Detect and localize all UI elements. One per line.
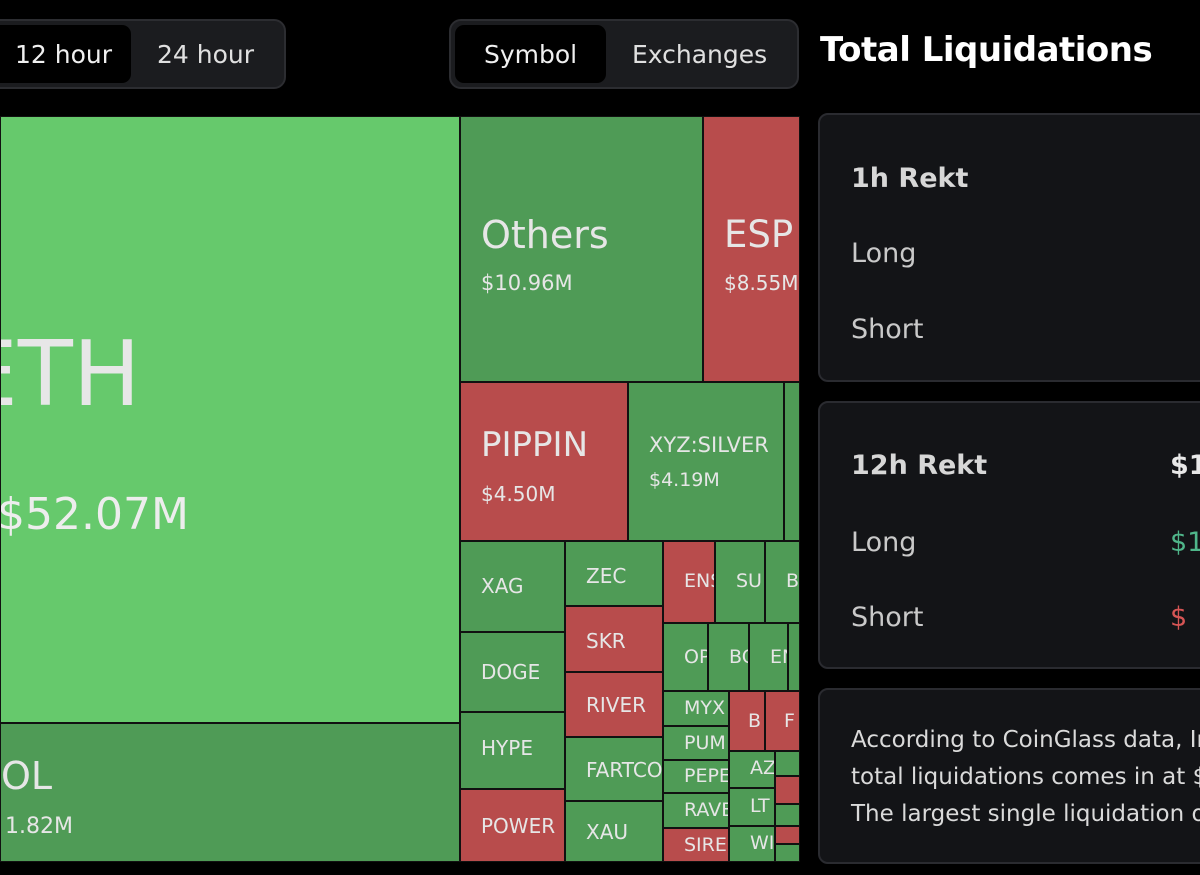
treemap-cell-zec[interactable]: ZEC (565, 541, 663, 606)
treemap-cell-myx[interactable]: MYX (663, 691, 729, 726)
cell-symbol: RAVE (684, 799, 729, 821)
treemap-cell-xag[interactable]: XAG (460, 541, 565, 632)
cell-symbol: LT (750, 795, 770, 817)
treemap-cell-b2[interactable]: B (729, 691, 765, 751)
cell-symbol: XAG (481, 574, 524, 598)
treemap-cell-pippin[interactable]: PIPPIN $4.50M (460, 382, 628, 541)
cell-value: $52.07M (0, 489, 189, 540)
cell-symbol: PUM (684, 732, 726, 754)
treemap-cell-hype[interactable]: HYPE (460, 712, 565, 789)
treemap-cell[interactable] (784, 382, 800, 541)
description-line: total liquidations comes in at $ (851, 764, 1200, 790)
cell-symbol: SIRE (684, 834, 727, 856)
long-label: Long (851, 527, 917, 558)
treemap-cell-lt[interactable]: LT (729, 788, 775, 826)
cell-value: $10.96M (481, 271, 573, 295)
cell-symbol: PIPPIN (481, 425, 588, 465)
cell-symbol: MYX (684, 697, 726, 719)
cell-symbol: PEPE (684, 765, 729, 787)
panel-title: Total Liquidations (820, 30, 1153, 70)
tab-12-hour[interactable]: 12 hour (0, 25, 132, 83)
treemap-cell-su[interactable]: SU (715, 541, 765, 623)
treemap-cell-power[interactable]: POWER (460, 789, 565, 862)
cell-symbol: ZEC (586, 564, 627, 588)
treemap-cell-doge[interactable]: DOGE (460, 632, 565, 712)
treemap-cell-xau[interactable]: XAU (565, 801, 663, 862)
cell-value: $4.19M (649, 469, 720, 491)
cell-symbol: ETH (1, 322, 141, 427)
cell-symbol: SU (736, 570, 762, 592)
cell-symbol: XAU (586, 820, 629, 844)
liquidation-treemap: ETH $52.07M OL 1.82M Others $10.96M ESP … (0, 116, 800, 862)
total-value: $1 (1170, 450, 1200, 481)
treemap-cell[interactable] (775, 844, 800, 862)
treemap-cell-silver[interactable]: XYZ:SILVER $4.19M (628, 382, 784, 541)
treemap-cell-wi[interactable]: WI (729, 826, 775, 862)
treemap-cell[interactable] (788, 623, 800, 691)
treemap-cell-eth[interactable]: ETH $52.07M (0, 116, 460, 723)
description-line: The largest single liquidation or (851, 801, 1200, 827)
short-label: Short (851, 314, 924, 345)
long-label: Long (851, 238, 917, 269)
treemap-cell-pepe[interactable]: PEPE (663, 760, 729, 793)
cell-value: 1.82M (5, 814, 73, 839)
cell-symbol: BC (729, 646, 748, 668)
long-value: $1 (1170, 527, 1200, 558)
short-label: Short (851, 602, 924, 633)
treemap-cell-az[interactable]: AZ (729, 751, 775, 788)
treemap-cell-skr[interactable]: SKR (565, 606, 663, 672)
card-title: 12h Rekt (851, 450, 988, 481)
card-12h-rekt: 12h Rekt $1 Long $1 Short $ (818, 401, 1200, 669)
treemap-cell-bc[interactable]: BC (708, 623, 749, 691)
card-1h-rekt: 1h Rekt Long Short (818, 113, 1200, 382)
description-line: According to CoinGlass data, In (851, 727, 1200, 753)
treemap-cell[interactable] (775, 804, 800, 826)
treemap-cell-f[interactable]: F (765, 691, 800, 751)
time-range-tabs: 12 hour 24 hour (0, 19, 286, 89)
cell-value: $8.55M (724, 271, 799, 295)
treemap-cell-b[interactable]: B (765, 541, 800, 623)
cell-symbol: ENS (684, 570, 714, 592)
cell-symbol: OL (1, 754, 53, 798)
cell-symbol: B (748, 710, 762, 732)
cell-symbol: ESP (724, 213, 794, 256)
treemap-cell-en[interactable]: EN (749, 623, 788, 691)
cell-symbol: B (786, 570, 800, 592)
treemap-cell[interactable] (775, 751, 800, 776)
treemap-cell-rave[interactable]: RAVE (663, 793, 729, 828)
treemap-cell-fartco[interactable]: FARTCO (565, 737, 663, 801)
card-title: 1h Rekt (851, 163, 969, 194)
treemap-cell[interactable] (775, 826, 800, 844)
treemap-cell-pum[interactable]: PUM (663, 726, 729, 760)
tab-exchanges[interactable]: Exchanges (631, 39, 768, 69)
treemap-cell-others[interactable]: Others $10.96M (460, 116, 703, 382)
cell-symbol: SKR (586, 629, 626, 653)
treemap-cell-esp[interactable]: ESP $8.55M (703, 116, 800, 382)
cell-value: $4.50M (481, 482, 556, 506)
cell-symbol: HYPE (481, 736, 533, 760)
cell-symbol: F (784, 710, 795, 732)
treemap-cell-op[interactable]: OP (663, 623, 708, 691)
treemap-cell-river[interactable]: RIVER (565, 672, 663, 737)
short-value: $ (1170, 602, 1188, 633)
tab-symbol[interactable]: Symbol (455, 25, 607, 83)
view-mode-tabs: Symbol Exchanges (449, 19, 799, 89)
card-description: According to CoinGlass data, In total li… (818, 688, 1200, 864)
treemap-cell-ens[interactable]: ENS (663, 541, 715, 623)
treemap-cell[interactable] (775, 776, 800, 804)
cell-symbol: RIVER (586, 693, 647, 717)
cell-symbol: XYZ:SILVER (649, 433, 769, 457)
treemap-cell-sol[interactable]: OL 1.82M (0, 723, 460, 862)
cell-symbol: DOGE (481, 660, 541, 684)
treemap-cell-sire[interactable]: SIRE (663, 828, 729, 862)
tab-24-hour[interactable]: 24 hour (157, 39, 255, 69)
cell-symbol: AZ (750, 757, 775, 779)
cell-symbol: EN (770, 646, 787, 668)
cell-symbol: POWER (481, 814, 556, 838)
cell-symbol: WI (750, 832, 775, 854)
cell-symbol: Others (481, 213, 609, 257)
cell-symbol: FARTCO (586, 758, 663, 782)
cell-symbol: OP (684, 646, 708, 668)
